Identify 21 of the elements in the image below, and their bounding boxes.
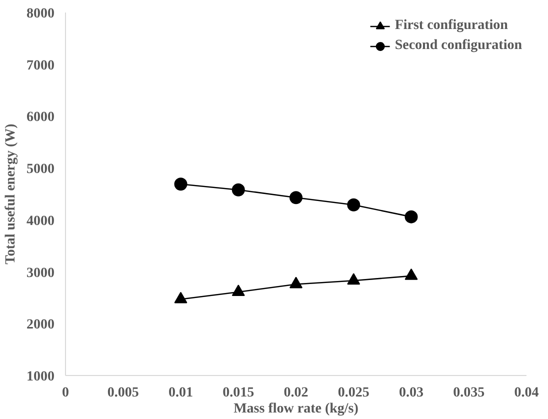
x-tick-label: 0.04 <box>514 386 539 400</box>
y-tick-label: 4000 <box>26 214 54 229</box>
y-tick-label: 7000 <box>26 58 54 74</box>
x-tick-label: 0.01 <box>168 386 193 400</box>
x-tick-label: 0 <box>62 386 69 400</box>
y-tick-label: 5000 <box>26 162 54 178</box>
y-tick-label: 1000 <box>26 370 54 384</box>
x-tick-label: 0.005 <box>107 386 139 400</box>
y-tick-label: 6000 <box>26 110 54 126</box>
y-tick-label: 3000 <box>26 266 54 281</box>
x-tick-label: 0.035 <box>453 386 485 400</box>
y-tick-label: 8000 <box>26 6 54 22</box>
y-axis-title: Total useful energy (W) <box>4 123 18 264</box>
y-tick-label: 2000 <box>26 318 54 333</box>
x-axis-title: Mass flow rate (kg/s) <box>234 402 359 416</box>
x-tick-label: 0.02 <box>284 386 308 400</box>
legend-label: Second configuration <box>394 38 522 54</box>
x-tick-label: 0.025 <box>338 386 370 400</box>
x-tick-label: 0.03 <box>399 386 424 400</box>
x-tick-label: 0.015 <box>222 386 254 400</box>
legend-label: First configuration <box>394 18 508 34</box>
